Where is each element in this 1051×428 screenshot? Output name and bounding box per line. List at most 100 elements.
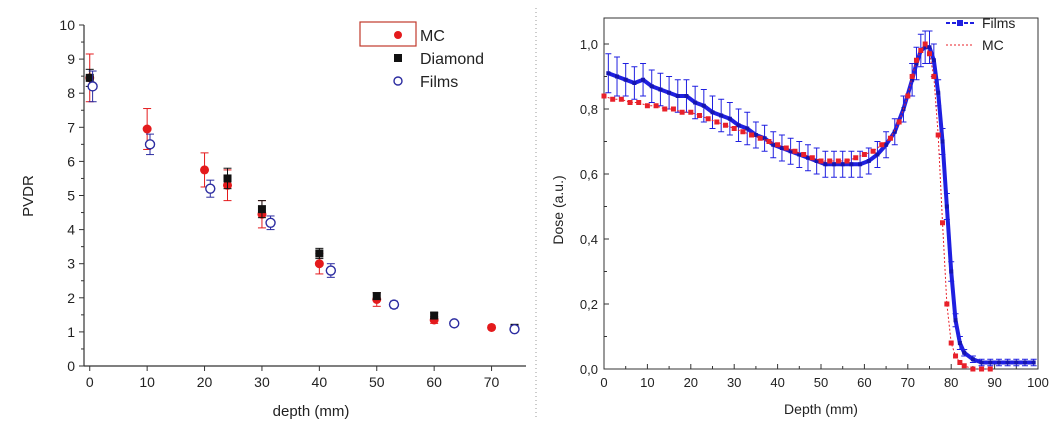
films-data-point: [727, 116, 732, 121]
y-tick-label: 0,8: [580, 102, 598, 117]
y-tick-label: 0,4: [580, 232, 598, 247]
mc-data-point: [957, 360, 963, 365]
films-data-point: [953, 318, 958, 323]
data-point: [265, 217, 276, 228]
y-tick-label: 10: [59, 17, 75, 33]
y-tick-label: 0,2: [580, 297, 598, 312]
mc-data-point: [801, 152, 807, 157]
x-tick-label: 30: [727, 375, 741, 390]
data-point: [85, 73, 94, 82]
films-data-point: [823, 162, 828, 167]
mc-data-point: [853, 155, 859, 161]
mc-data-point: [835, 158, 841, 164]
data-point: [314, 259, 324, 269]
mc-data-point: [953, 353, 959, 359]
mc-data-point: [809, 155, 815, 161]
pvdr-chart: 0 1 2 3 4 5 6 7 8 9 10 0 10 20 30 40 50 60 70 depth (mm) PVD…: [20, 17, 526, 420]
x-tick-label: 50: [369, 374, 385, 390]
y-axis-label: Dose (a.u.): [550, 175, 566, 244]
films-data-point: [710, 110, 715, 115]
y-tick-label: 2: [67, 290, 75, 306]
mc-data-point: [627, 100, 633, 105]
mc-data-point: [948, 340, 954, 346]
data-point: [257, 205, 266, 214]
films-data-point: [1031, 360, 1036, 365]
films-data-point: [962, 350, 967, 355]
films-data-point: [988, 360, 993, 365]
x-tick-label: 70: [901, 375, 915, 390]
films-data-point: [623, 77, 628, 82]
legend-label: MC: [420, 28, 445, 45]
mc-data-point: [670, 106, 676, 112]
films-data-point: [914, 61, 919, 66]
films-data-point: [940, 139, 945, 144]
films-data-point: [753, 133, 758, 137]
x-axis-label: depth (mm): [273, 403, 350, 420]
x-tick-label: 90: [987, 375, 1001, 390]
films-data-point: [762, 136, 767, 141]
y-tick-label: 9: [67, 51, 75, 67]
x-tick-label: 40: [770, 375, 784, 390]
mc-data-point: [705, 116, 711, 122]
y-tick-label: 0,6: [580, 167, 598, 182]
films-data-point: [944, 204, 949, 209]
data-point: [200, 165, 210, 175]
films-data-point: [632, 81, 637, 85]
mc-data-point: [870, 148, 876, 154]
mc-data-point: [662, 106, 668, 112]
films-data-point: [675, 94, 680, 98]
films-data-point: [667, 90, 672, 95]
x-tick-label: 80: [944, 375, 958, 390]
mc-data-point: [723, 122, 729, 128]
films-series-line: [607, 45, 1034, 365]
x-axis-label: Depth (mm): [784, 401, 858, 417]
films-data-point: [788, 149, 793, 154]
data-point: [223, 174, 232, 183]
data-point: [509, 323, 520, 335]
legend-marker: [394, 54, 402, 62]
mc-data-point: [961, 363, 967, 369]
data-point: [144, 139, 156, 150]
legend-marker: [394, 31, 402, 39]
mc-data-point: [861, 152, 867, 157]
mc-data-point: [644, 103, 650, 109]
films-data-point: [693, 100, 698, 105]
mc-data-point: [818, 158, 824, 164]
y-tick-label: 5: [67, 188, 75, 204]
data-point: [430, 311, 439, 320]
mc-data-point: [679, 109, 685, 115]
films-data-point: [832, 162, 837, 167]
films-data-point: [649, 84, 654, 89]
films-data-point: [957, 341, 962, 345]
films-data-point: [884, 142, 889, 147]
y-tick-label: 8: [67, 85, 75, 101]
films-data-point: [875, 152, 880, 157]
y-tick-label: 7: [67, 119, 75, 135]
data-point: [87, 81, 98, 92]
films-data-point: [1005, 360, 1010, 365]
x-tick-label: 70: [484, 374, 500, 390]
mc-data-point: [931, 74, 937, 79]
films-data-point: [814, 159, 819, 163]
x-tick-label: 60: [857, 375, 871, 390]
mc-data-point: [601, 93, 607, 99]
data-point: [487, 322, 497, 332]
mc-data-point: [792, 148, 798, 154]
x-tick-label: 0: [86, 374, 94, 390]
mc-data-point: [887, 135, 893, 141]
x-tick-label: 100: [1027, 375, 1049, 390]
mc-data-point: [740, 129, 746, 135]
data-point: [372, 292, 381, 301]
films-data-point: [797, 152, 802, 157]
legend-highlight-box: [359, 21, 417, 47]
mc-data-point: [731, 126, 737, 131]
mc-data-point: [896, 119, 902, 125]
films-data-point: [840, 162, 845, 167]
mc-data-point: [844, 158, 850, 164]
legend-label: MC: [982, 37, 1004, 53]
films-data-point: [745, 126, 750, 131]
legend: Films MC: [946, 15, 1015, 53]
mc-data-point: [783, 145, 789, 151]
mc-data-point: [636, 100, 642, 105]
mc-data-point: [688, 109, 694, 115]
